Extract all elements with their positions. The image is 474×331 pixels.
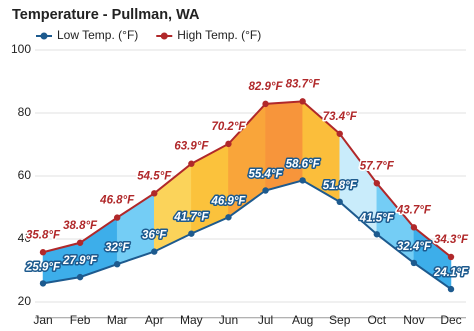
series-line: [42, 100, 452, 258]
x-tick-label: Jun: [219, 313, 238, 327]
value-label: 57.7°F: [360, 160, 395, 172]
x-tick-label: Jan: [33, 313, 52, 327]
y-tick-label: 20: [18, 294, 32, 308]
point: [188, 230, 195, 237]
x-tick-label: Jul: [258, 313, 273, 327]
value-label: 83.7°F: [286, 78, 321, 90]
value-label: 27.9°F: [62, 255, 98, 267]
point: [225, 140, 232, 148]
point: [76, 239, 84, 246]
value-label: 38.8°F: [63, 220, 98, 232]
value-label: 35.8°F: [26, 229, 61, 241]
legend-marker: [160, 32, 168, 40]
point: [113, 214, 121, 221]
value-label: 24.1°F: [433, 267, 469, 279]
value-label: 46.9°F: [210, 195, 246, 207]
value-label: 55.4°F: [249, 169, 284, 181]
point: [447, 285, 455, 293]
y-tick-label: 80: [18, 105, 32, 119]
x-tick-label: Oct: [367, 313, 386, 327]
value-label: 25.9°F: [25, 261, 61, 273]
point: [373, 180, 381, 187]
point: [410, 224, 418, 231]
point: [151, 248, 158, 255]
point: [336, 198, 343, 206]
point: [299, 177, 306, 184]
x-tick-label: Aug: [292, 313, 313, 327]
y-tick-label: 60: [18, 168, 32, 182]
value-label: 41.5°F: [359, 212, 395, 224]
point: [336, 130, 343, 137]
point: [113, 261, 121, 268]
legend-label: High Temp. (°F): [177, 28, 261, 42]
value-label: 43.7°F: [396, 204, 432, 216]
point: [262, 187, 269, 194]
point: [39, 249, 47, 256]
value-label: 36°F: [142, 230, 167, 242]
point: [188, 160, 195, 167]
point: [373, 231, 381, 238]
x-tick-label: Mar: [107, 313, 128, 327]
value-label: 46.8°F: [99, 195, 135, 207]
legend-label: Low Temp. (°F): [57, 28, 138, 42]
x-tick-label: Feb: [70, 313, 91, 327]
value-label: 63.9°F: [174, 141, 209, 153]
point: [39, 280, 47, 287]
point: [225, 214, 232, 221]
value-label: 58.6°F: [286, 158, 321, 170]
value-label: 54.5°F: [137, 170, 172, 182]
y-tick-label: 40: [18, 231, 32, 245]
value-label: 51.8°F: [323, 180, 358, 192]
y-tick-label: 100: [11, 42, 31, 56]
value-label: 34.3°F: [434, 234, 469, 246]
x-tick-label: Dec: [440, 313, 461, 327]
point: [262, 100, 269, 108]
x-tick-label: Nov: [403, 313, 424, 327]
value-label: 70.2°F: [211, 121, 246, 133]
x-tick-label: Sep: [329, 313, 351, 327]
value-label: 73.4°F: [323, 111, 358, 123]
x-tick-label: May: [180, 313, 203, 327]
point: [410, 259, 418, 267]
value-label: 82.9°F: [249, 81, 284, 93]
legend-marker: [40, 32, 48, 40]
point: [151, 190, 158, 197]
value-label: 32.4°F: [397, 241, 432, 253]
x-tick-label: Apr: [145, 313, 164, 327]
value-label: 41.7°F: [173, 212, 209, 224]
series-line: [42, 179, 452, 290]
value-label: 32°F: [105, 242, 130, 254]
point: [447, 253, 455, 261]
chart-title: Temperature - Pullman, WA: [12, 7, 200, 23]
point: [299, 98, 306, 105]
point: [76, 273, 84, 281]
